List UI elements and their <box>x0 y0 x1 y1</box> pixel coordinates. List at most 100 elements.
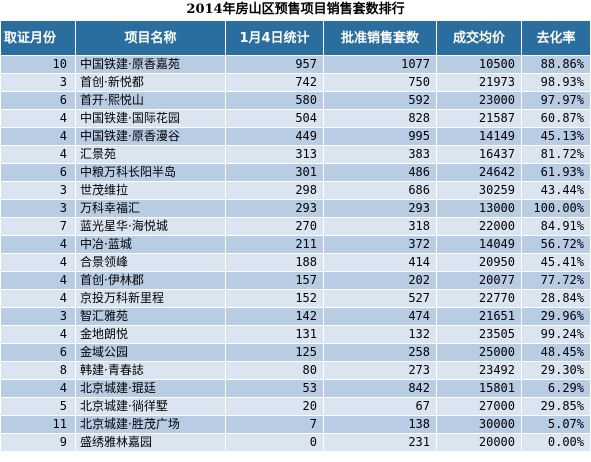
jan4-count-cell: 0 <box>225 433 324 452</box>
table-row: 10 中国铁建·原香嘉苑 957 1077 10500 88.86% <box>0 55 591 74</box>
sellthrough-rate-cell: 43.44% <box>521 181 591 200</box>
cert-month-cell: 7 <box>0 217 76 236</box>
approved-units-cell: 592 <box>323 91 437 110</box>
avg-price-cell: 22000 <box>436 217 522 236</box>
avg-price-cell: 14149 <box>436 127 522 146</box>
cert-month-cell: 8 <box>0 361 76 380</box>
jan4-count-cell: 131 <box>225 325 324 344</box>
sellthrough-rate-cell: 88.86% <box>521 55 591 74</box>
approved-units-cell: 1077 <box>323 55 437 74</box>
avg-price-cell: 13000 <box>436 199 522 218</box>
approved-units-cell: 67 <box>323 397 437 416</box>
sellthrough-rate-cell: 84.91% <box>521 217 591 236</box>
avg-price-cell: 10500 <box>436 55 522 74</box>
jan4-count-cell: 125 <box>225 343 324 362</box>
cert-month-cell: 4 <box>0 253 76 272</box>
table-row: 11 北京城建·胜茂广场 7 138 30000 5.07% <box>0 415 591 434</box>
sellthrough-rate-cell: 28.84% <box>521 289 591 308</box>
cert-month-cell: 4 <box>0 109 76 128</box>
approved-units-cell: 258 <box>323 343 437 362</box>
project-name-cell: 首创·新悦都 <box>75 73 226 92</box>
cert-month-cell: 3 <box>0 307 76 326</box>
jan4-count-cell: 293 <box>225 199 324 218</box>
sellthrough-rate-cell: 56.72% <box>521 235 591 254</box>
sellthrough-rate-cell: 77.72% <box>521 271 591 290</box>
avg-price-cell: 21587 <box>436 109 522 128</box>
sellthrough-rate-cell: 29.30% <box>521 361 591 380</box>
sellthrough-rate-cell: 0.00% <box>521 433 591 452</box>
cert-month-cell: 4 <box>0 145 76 164</box>
cert-month-cell: 9 <box>0 433 76 452</box>
project-name-cell: 中国铁建·原香嘉苑 <box>75 55 226 74</box>
avg-price-cell: 24642 <box>436 163 522 182</box>
sellthrough-rate-cell: 98.93% <box>521 73 591 92</box>
sellthrough-rate-cell: 29.85% <box>521 397 591 416</box>
cert-month-cell: 6 <box>0 91 76 110</box>
sellthrough-rate-cell: 5.07% <box>521 415 591 434</box>
table-row: 4 中国铁建·原香漫谷 449 995 14149 45.13% <box>0 127 591 146</box>
avg-price-cell: 20950 <box>436 253 522 272</box>
approved-units-cell: 474 <box>323 307 437 326</box>
sellthrough-rate-cell: 97.97% <box>521 91 591 110</box>
jan4-count-cell: 53 <box>225 379 324 398</box>
project-name-cell: 万科幸福汇 <box>75 199 226 218</box>
project-name-cell: 金域公园 <box>75 343 226 362</box>
project-name-cell: 金地朗悦 <box>75 325 226 344</box>
table-row: 4 首创·伊林郡 157 202 20077 77.72% <box>0 271 591 290</box>
avg-price-cell: 30259 <box>436 181 522 200</box>
table-row: 6 首开·熙悦山 580 592 23000 97.97% <box>0 91 591 110</box>
avg-price-cell: 15801 <box>436 379 522 398</box>
table-row: 8 韩建·青春誌 80 273 23492 29.30% <box>0 361 591 380</box>
jan4-count-cell: 20 <box>225 397 324 416</box>
approved-units-cell: 231 <box>323 433 437 452</box>
cert-month-cell: 3 <box>0 181 76 200</box>
sellthrough-rate-cell: 45.41% <box>521 253 591 272</box>
header-cert-month: 取证月份 <box>0 20 76 56</box>
approved-units-cell: 995 <box>323 127 437 146</box>
approved-units-cell: 293 <box>323 199 437 218</box>
approved-units-cell: 132 <box>323 325 437 344</box>
project-name-cell: 韩建·青春誌 <box>75 361 226 380</box>
sellthrough-rate-cell: 29.96% <box>521 307 591 326</box>
jan4-count-cell: 957 <box>225 55 324 74</box>
table-body: 10 中国铁建·原香嘉苑 957 1077 10500 88.86% 3 首创·新悦都 742 7… <box>0 55 591 452</box>
table-row: 3 世茂维拉 298 686 30259 43.44% <box>0 181 591 200</box>
jan4-count-cell: 301 <box>225 163 324 182</box>
sellthrough-rate-cell: 61.93% <box>521 163 591 182</box>
sellthrough-rate-cell: 81.72% <box>521 145 591 164</box>
cert-month-cell: 6 <box>0 343 76 362</box>
sellthrough-rate-cell: 60.87% <box>521 109 591 128</box>
table-title: 2014年房山区预售项目销售套数排行 <box>186 2 405 17</box>
approved-units-cell: 486 <box>323 163 437 182</box>
table-row: 3 首创·新悦都 742 750 21973 98.93% <box>0 73 591 92</box>
cert-month-cell: 4 <box>0 379 76 398</box>
avg-price-cell: 30000 <box>436 415 522 434</box>
approved-units-cell: 372 <box>323 235 437 254</box>
jan4-count-cell: 142 <box>225 307 324 326</box>
table-row: 4 中冶·蓝城 211 372 14049 56.72% <box>0 235 591 254</box>
avg-price-cell: 14049 <box>436 235 522 254</box>
jan4-count-cell: 188 <box>225 253 324 272</box>
avg-price-cell: 23000 <box>436 91 522 110</box>
table-row: 5 北京城建·徜徉墅 20 67 27000 29.85% <box>0 397 591 416</box>
jan4-count-cell: 152 <box>225 289 324 308</box>
project-name-cell: 汇景苑 <box>75 145 226 164</box>
cert-month-cell: 4 <box>0 289 76 308</box>
header-avg-price: 成交均价 <box>436 20 522 56</box>
avg-price-cell: 27000 <box>436 397 522 416</box>
table-row: 4 中国铁建·国际花园 504 828 21587 60.87% <box>0 109 591 128</box>
project-name-cell: 智汇雅苑 <box>75 307 226 326</box>
sales-ranking-table: 取证月份 项目名称 1月4日统计 批准销售套数 成交均价 去化率 10 中国铁建·… <box>0 20 591 452</box>
table-row: 4 合景领峰 188 414 20950 45.41% <box>0 253 591 272</box>
approved-units-cell: 273 <box>323 361 437 380</box>
avg-price-cell: 21973 <box>436 73 522 92</box>
approved-units-cell: 828 <box>323 109 437 128</box>
jan4-count-cell: 504 <box>225 109 324 128</box>
jan4-count-cell: 80 <box>225 361 324 380</box>
header-project-name: 项目名称 <box>75 20 226 56</box>
approved-units-cell: 750 <box>323 73 437 92</box>
table-row: 6 中粮万科长阳半岛 301 486 24642 61.93% <box>0 163 591 182</box>
table-row: 4 金地朗悦 131 132 23505 99.24% <box>0 325 591 344</box>
project-name-cell: 合景领峰 <box>75 253 226 272</box>
